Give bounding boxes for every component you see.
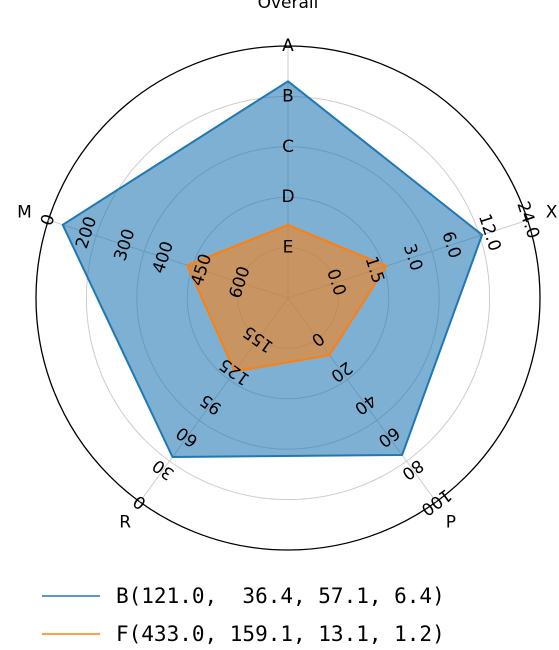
axis-name-r: R — [119, 512, 131, 532]
tick-r-0: 0 — [130, 491, 151, 514]
tick-overall-1: B — [282, 86, 294, 106]
tick-overall-4: E — [283, 238, 294, 258]
tick-r-1: 30 — [149, 455, 178, 484]
tick-x-0: 24.0 — [512, 199, 543, 241]
tick-overall-3: D — [281, 187, 294, 207]
tick-overall-0: A — [282, 36, 294, 56]
tick-p-1: 80 — [398, 455, 427, 484]
axis-name-m: M — [17, 202, 32, 222]
tick-overall-2: C — [282, 137, 294, 157]
radar-series — [61, 80, 484, 458]
axis-name-overall: Overall — [258, 0, 319, 13]
legend: B(121.0, 36.4, 57.1, 6.4) F(433.0, 159.1,… — [42, 584, 445, 646]
radar-axis-names: Overall X P R M — [17, 0, 558, 532]
legend-label-a: B(121.0, 36.4, 57.1, 6.4) — [116, 584, 445, 608]
axis-name-p: P — [446, 512, 456, 532]
legend-label-b: F(433.0, 159.1, 13.1, 1.2) — [116, 622, 445, 646]
tick-m-0: 0 — [37, 212, 59, 228]
axis-name-x: X — [546, 202, 558, 222]
series-b-area — [186, 223, 388, 373]
